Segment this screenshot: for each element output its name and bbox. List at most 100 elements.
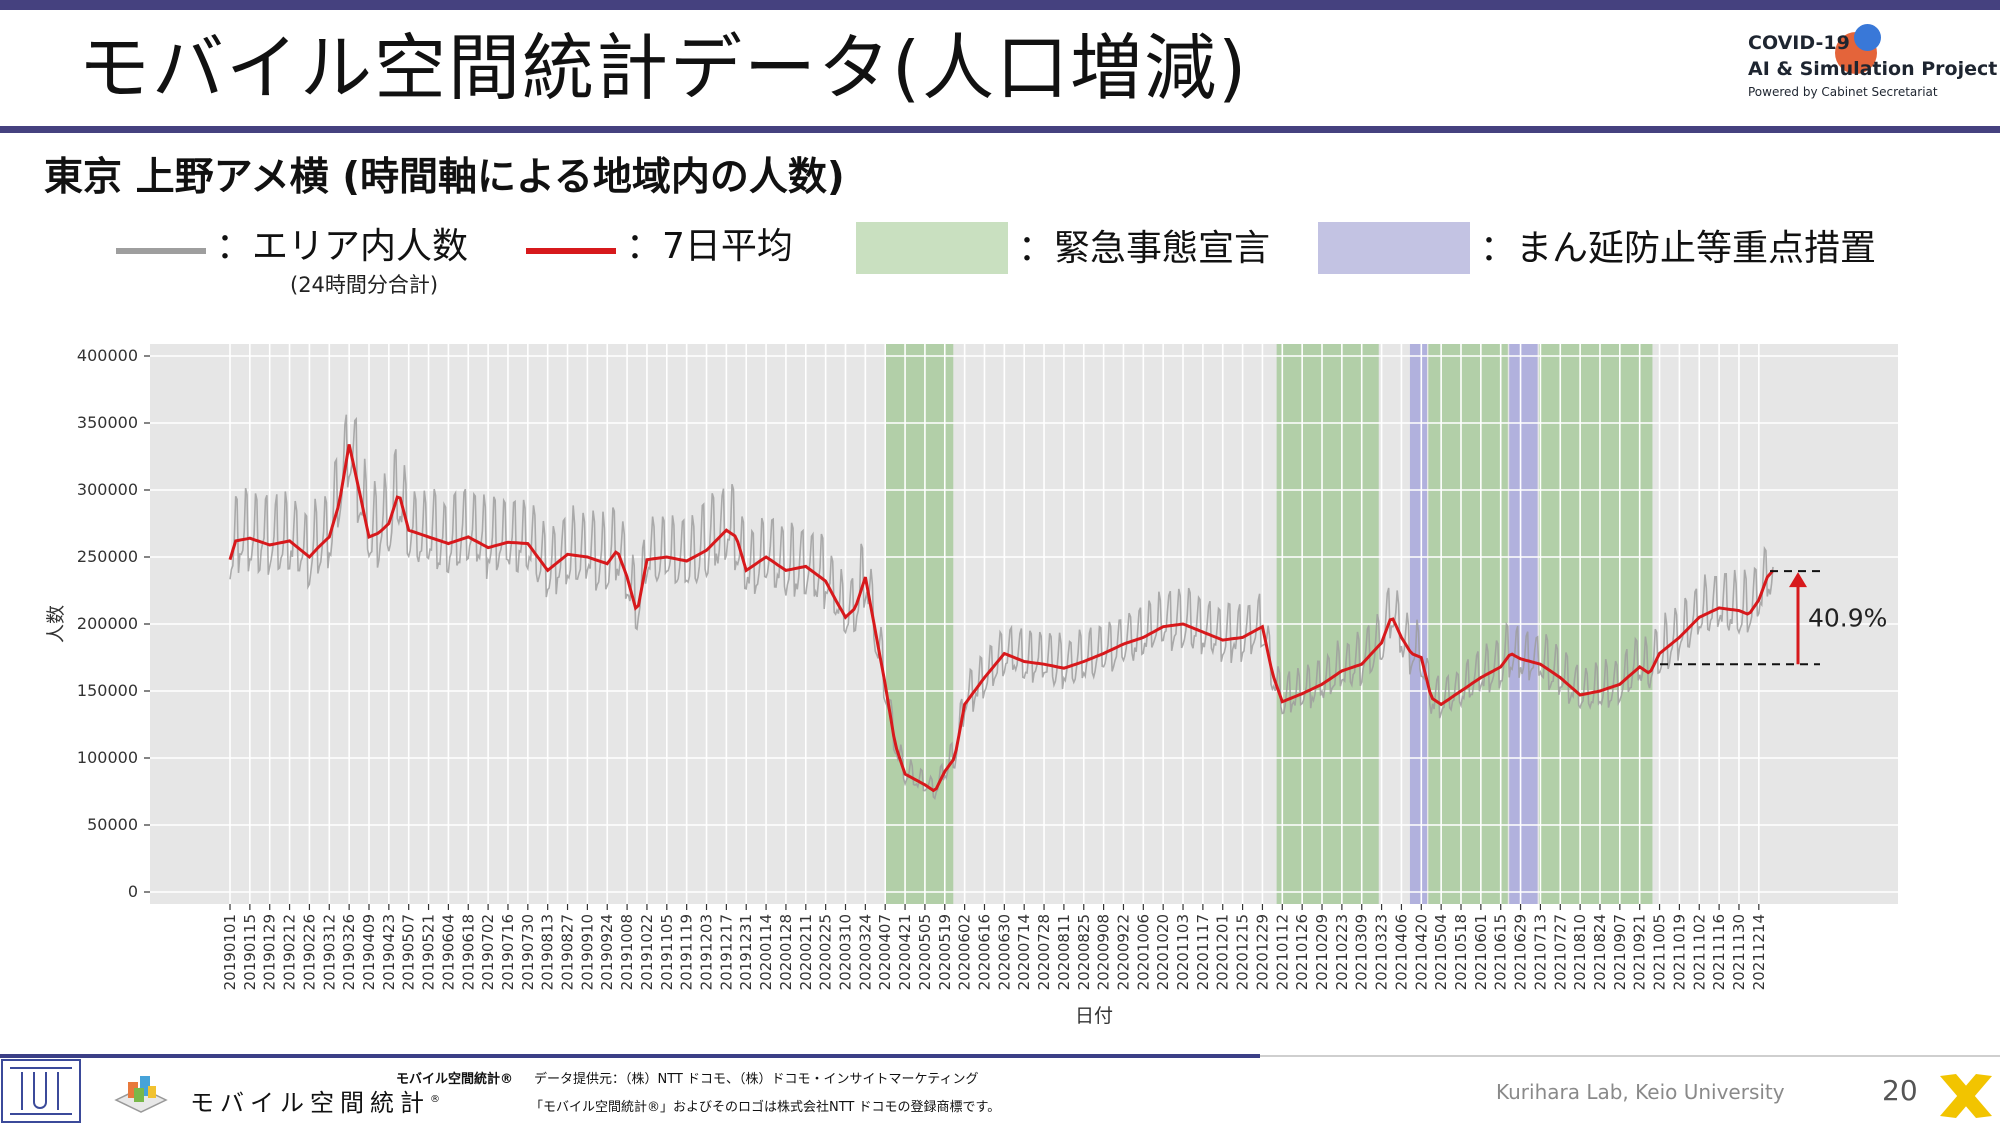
x-tick-label: 20190212 xyxy=(281,914,299,990)
y-tick-label: 350000 xyxy=(77,413,138,432)
x-tick-label: 20191105 xyxy=(658,914,676,990)
footer-provider-label: モバイル空間統計® xyxy=(396,1072,514,1087)
x-tick-label: 20190326 xyxy=(340,914,358,990)
x-tick-label: 20200602 xyxy=(956,914,974,990)
y-tick-label: 50000 xyxy=(87,815,138,834)
x-tick-label: 20190716 xyxy=(499,914,517,990)
x-tick-label: 20190827 xyxy=(559,914,577,990)
x-tick-label: 20211102 xyxy=(1690,914,1708,990)
x-tick-label: 20201006 xyxy=(1134,914,1152,990)
x-tick-label: 20200114 xyxy=(757,914,775,990)
x-tick-label: 20210907 xyxy=(1611,914,1629,990)
x-tick-label: 20210615 xyxy=(1492,914,1510,990)
x-tick-label: 20191008 xyxy=(618,914,636,990)
x-tick-label: 20200421 xyxy=(896,914,914,990)
x-tick-label: 20210601 xyxy=(1472,914,1490,990)
raw-series-line xyxy=(229,414,1774,801)
x-tick-label: 20211005 xyxy=(1651,914,1669,990)
project-logo-line3: Powered by Cabinet Secretariat xyxy=(1748,85,1938,99)
footer-lab-name: Kurihara Lab, Keio University xyxy=(1496,1080,1785,1104)
x-tick-label: 20210824 xyxy=(1591,914,1609,990)
footer-provider: データ提供元：（株）NTT ドコモ、（株）ドコモ・インサイトマーケティング xyxy=(534,1072,979,1087)
x-tick-label: 20190702 xyxy=(479,914,497,990)
x-tick-label: 20200505 xyxy=(916,914,934,990)
legend-raw-note: (24時間分合計) xyxy=(290,273,439,297)
x-tick-label: 20200630 xyxy=(995,914,1013,990)
footer-trademark: 「モバイル空間統計®」およびそのロゴは株式会社NTT ドコモの登録商標です。 xyxy=(530,1100,1001,1115)
x-tick-label: 20200324 xyxy=(856,914,874,990)
legend-emergency-swatch xyxy=(856,222,1008,274)
x-tick-label: 20210713 xyxy=(1531,914,1549,990)
x-tick-label: 20190924 xyxy=(598,914,616,990)
y-tick-label: 400000 xyxy=(77,346,138,365)
x-tick-label: 20200825 xyxy=(1075,914,1093,990)
x-tick-label: 20200922 xyxy=(1114,914,1132,990)
footer-brand-name: モバイル空間統計® xyxy=(190,1083,446,1118)
x-tick-label: 20200211 xyxy=(797,914,815,990)
x-tick-label: 20190507 xyxy=(400,914,418,990)
x-tick-label: 20211214 xyxy=(1750,914,1768,990)
x-tick-label: 20201215 xyxy=(1234,914,1252,990)
legend-manbou-label: ：まん延防止等重点措置 xyxy=(1480,228,1877,269)
x-tick-label: 20211130 xyxy=(1730,914,1748,990)
x-tick-label: 20201117 xyxy=(1194,914,1212,990)
x-axis-title: 日付 xyxy=(1075,1005,1113,1027)
legend-avg-swatch xyxy=(526,248,616,254)
project-logo: COVID-19 AI & Simulation Project Powered… xyxy=(1748,30,1998,116)
x-tick-label: 20200714 xyxy=(1015,914,1033,990)
x-tick-label: 20191217 xyxy=(717,914,735,990)
x-tick-label: 20201103 xyxy=(1174,914,1192,990)
x-tick-label: 20190813 xyxy=(539,914,557,990)
x-tick-label: 20200225 xyxy=(817,914,835,990)
x-tick-label: 20190115 xyxy=(241,914,259,990)
footer-brand-text: モバイル空間統計 xyxy=(190,1089,430,1117)
x-tick-label: 20200310 xyxy=(836,914,854,990)
y-tick-label: 250000 xyxy=(77,547,138,566)
project-logo-line2: AI & Simulation Project xyxy=(1748,58,1998,80)
y-tick-label: 150000 xyxy=(77,681,138,700)
project-logo-line1: COVID-19 xyxy=(1748,32,1850,54)
x-tick-label: 20190910 xyxy=(578,914,596,990)
footer-brand-mark: ® xyxy=(430,1094,446,1105)
x-tick-label: 20190604 xyxy=(439,914,457,990)
y-tick-label: 100000 xyxy=(77,748,138,767)
annotation-label: 40.9% xyxy=(1808,604,1887,633)
page-title: モバイル空間統計データ(人口増減) xyxy=(78,26,1249,110)
x-tick-label: 20190423 xyxy=(380,914,398,990)
x-tick-label: 20191119 xyxy=(678,914,696,990)
x-tick-label: 20200908 xyxy=(1095,914,1113,990)
x-tick-label: 20190409 xyxy=(360,914,378,990)
x-tick-label: 20210504 xyxy=(1432,914,1450,990)
x-tick-label: 20200407 xyxy=(876,914,894,990)
y-axis-title: 人数 xyxy=(45,605,67,643)
x-tick-label: 20191203 xyxy=(698,914,716,990)
x-tick-label: 20190101 xyxy=(221,914,239,990)
legend-raw-label: ：エリア内人数 xyxy=(216,226,469,267)
x-tick-label: 20210112 xyxy=(1273,914,1291,990)
x-tick-label: 20200519 xyxy=(936,914,954,990)
y-tick-label: 200000 xyxy=(77,614,138,633)
legend-manbou-swatch xyxy=(1318,222,1470,274)
x-tick-label: 20210810 xyxy=(1571,914,1589,990)
x-tick-label: 20211116 xyxy=(1710,914,1728,990)
x-tick-label: 20210629 xyxy=(1512,914,1530,990)
x-tick-label: 20200811 xyxy=(1055,914,1073,990)
project-logo-blue-circle xyxy=(1854,24,1881,51)
x-tick-label: 20210223 xyxy=(1333,914,1351,990)
x-tick-label: 20210126 xyxy=(1293,914,1311,990)
x-tick-label: 20210309 xyxy=(1353,914,1371,990)
x-tick-label: 20191231 xyxy=(737,914,755,990)
y-tick-label: 300000 xyxy=(77,480,138,499)
x-tick-label: 20190618 xyxy=(459,914,477,990)
top-accent-bar xyxy=(0,0,2000,10)
y-tick-label: 0 xyxy=(128,882,138,901)
avg-series-line xyxy=(228,444,1775,793)
x-tick-label: 20190312 xyxy=(320,914,338,990)
header-rule xyxy=(0,126,2000,133)
x-tick-label: 20190129 xyxy=(261,914,279,990)
x-tick-label: 20190226 xyxy=(300,914,318,990)
x-mark-icon xyxy=(1940,1074,1992,1118)
legend-raw-swatch xyxy=(116,248,206,254)
x-tick-label: 20190521 xyxy=(420,914,438,990)
footer-accent-rule xyxy=(0,1054,1260,1058)
